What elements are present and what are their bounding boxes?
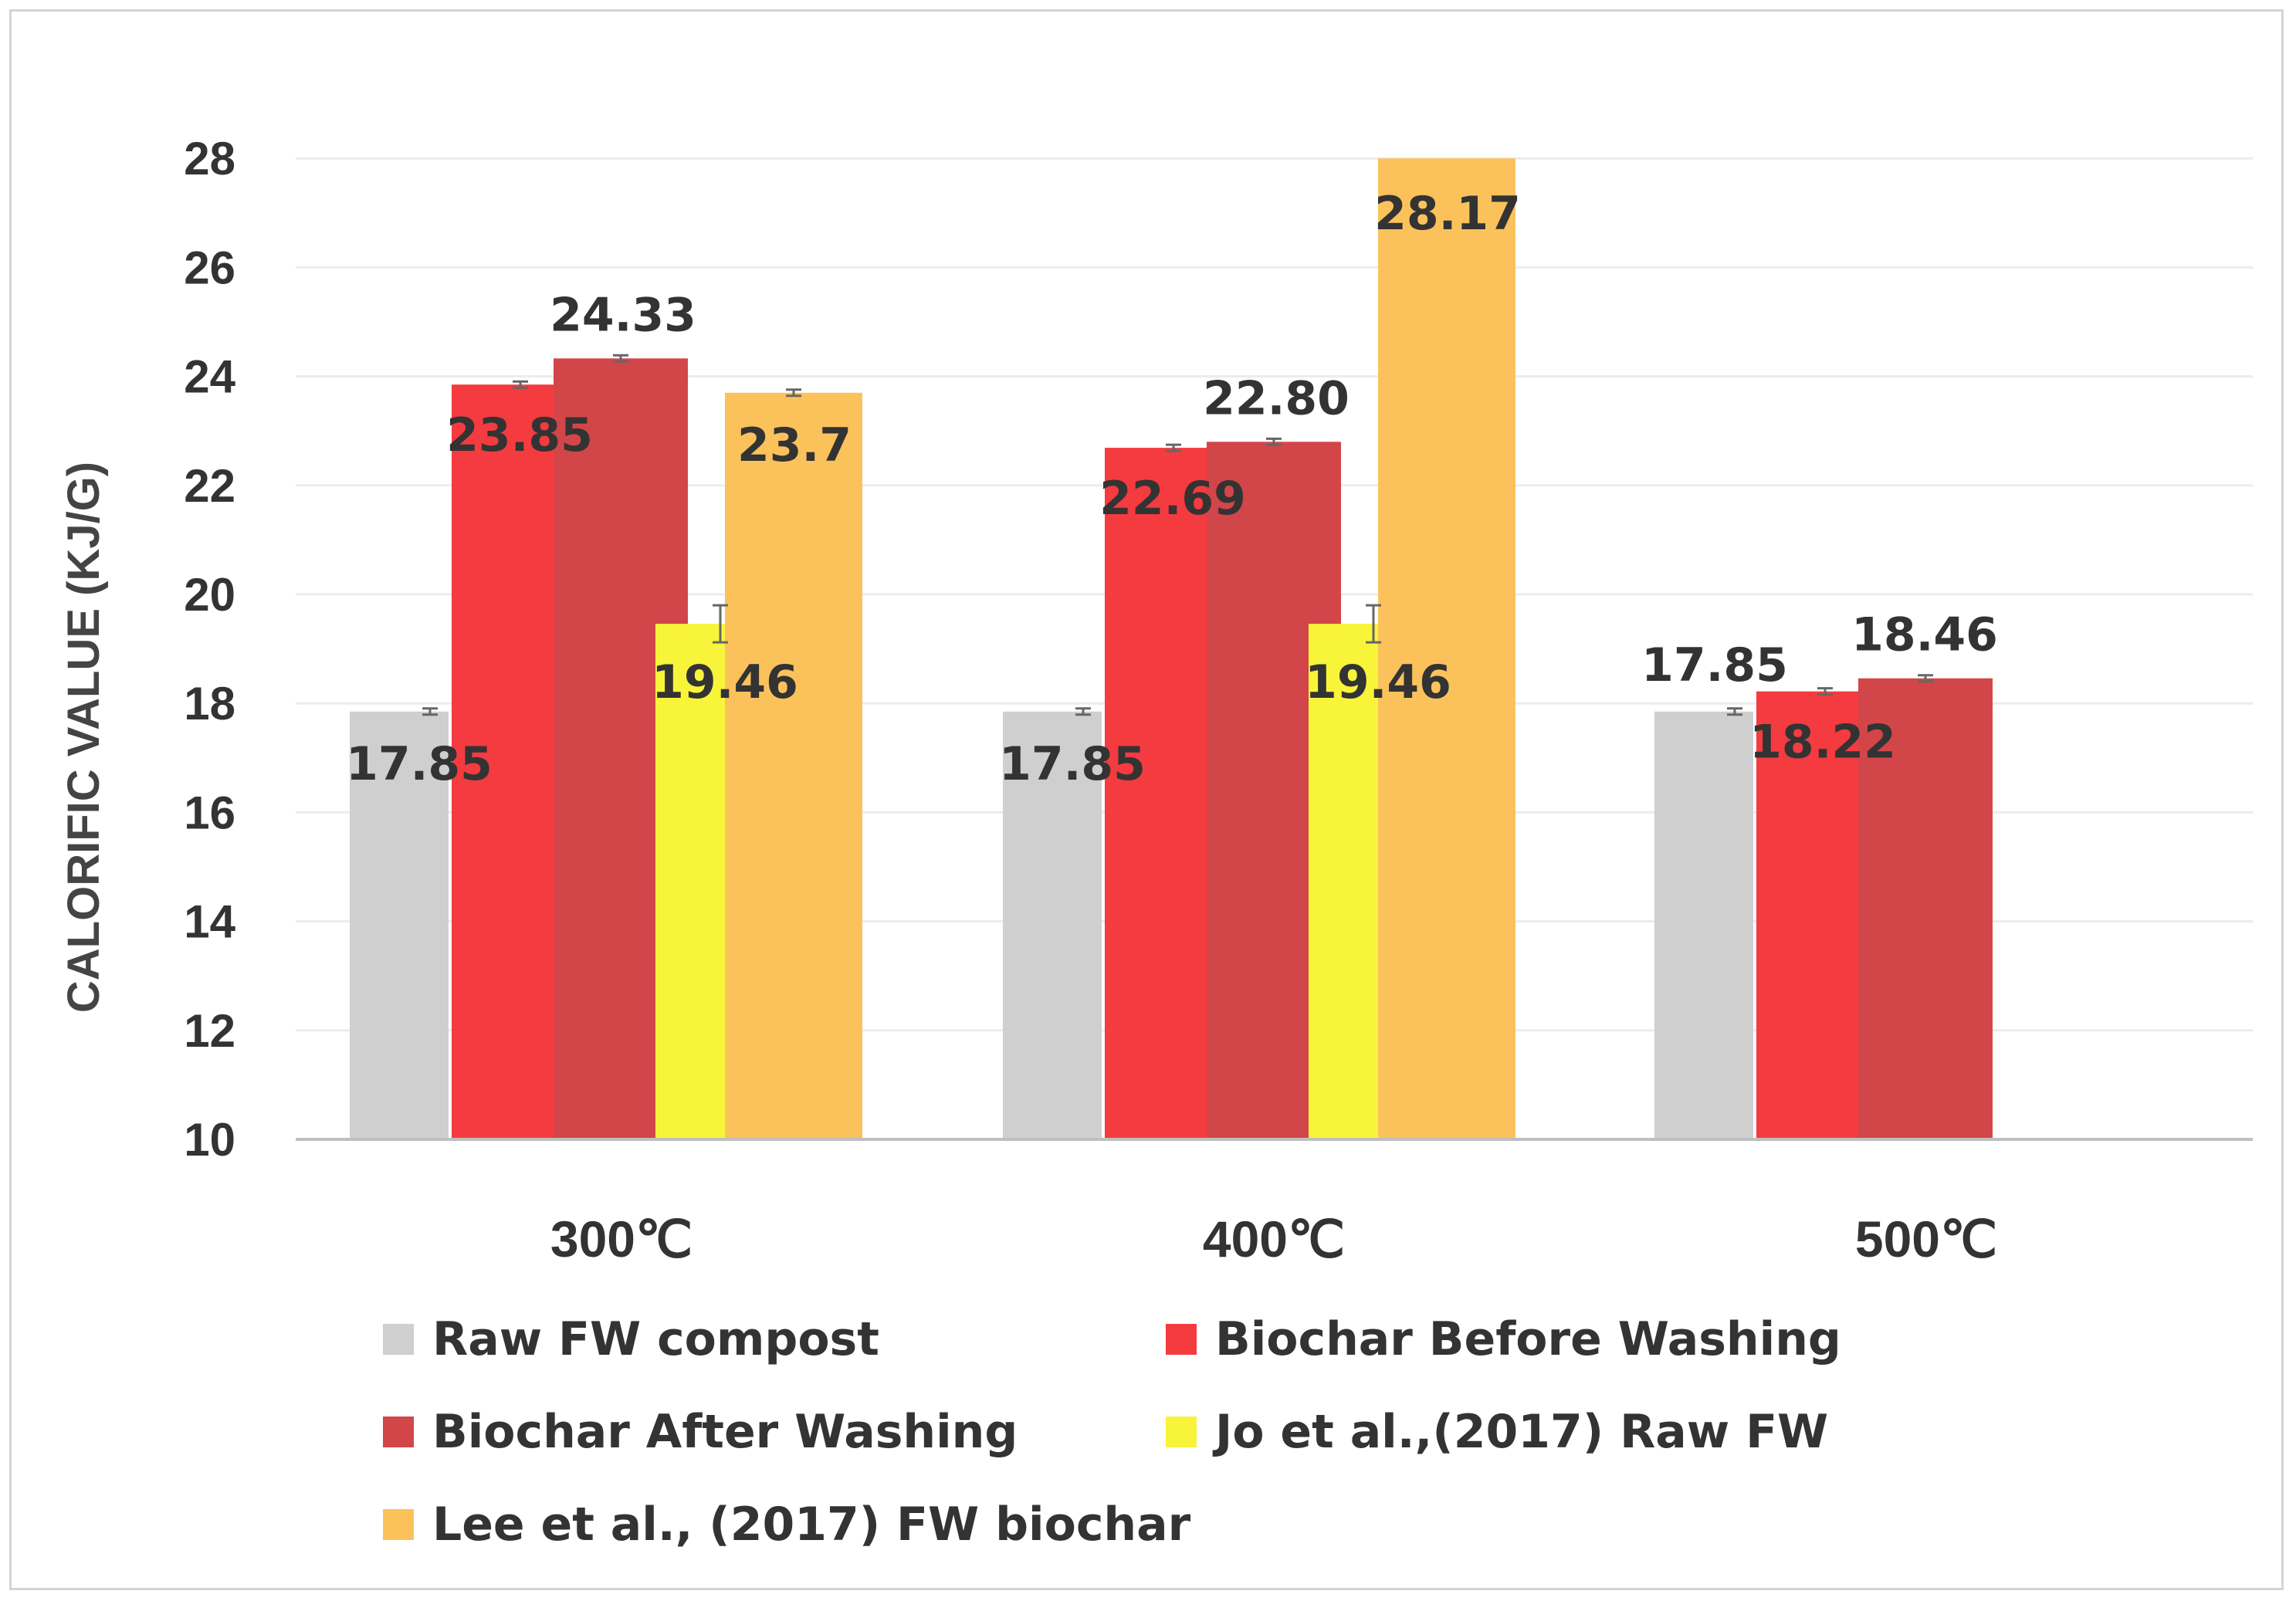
y-tick-label: 18	[184, 678, 235, 729]
data-label: 22.80	[1203, 371, 1349, 425]
bar-0-0	[350, 711, 449, 1139]
legend-swatch	[1166, 1417, 1197, 1447]
legend-swatch	[1166, 1324, 1197, 1355]
y-tick-label: 20	[184, 569, 235, 621]
bars	[350, 158, 1993, 1140]
bar-4-0	[725, 392, 862, 1139]
data-label: 23.7	[737, 418, 852, 472]
x-category-label: 400℃	[1203, 1210, 1345, 1268]
legend-label: Lee et al., (2017) FW biochar	[432, 1498, 1191, 1552]
legend-swatch	[383, 1417, 414, 1447]
legend-item: Raw FW compost	[383, 1312, 879, 1366]
data-label: 23.85	[446, 408, 593, 462]
bar-2-2	[1858, 678, 1993, 1139]
y-tick-label: 14	[184, 896, 235, 948]
x-category-label: 300℃	[550, 1210, 693, 1268]
bar-4-1	[1378, 158, 1515, 1140]
y-tick-label: 12	[184, 1005, 235, 1057]
data-label: 19.46	[1305, 655, 1451, 709]
legend-label: Biochar After Washing	[432, 1405, 1018, 1459]
legend-swatch	[383, 1509, 414, 1540]
x-category-label: 500℃	[1855, 1210, 1997, 1268]
bar-0-2	[1654, 711, 1753, 1139]
x-axis-categories: 300℃ 400℃ 500℃	[550, 1210, 1997, 1268]
data-label: 17.85	[346, 737, 493, 791]
error-bars	[422, 354, 1933, 716]
y-tick-label: 16	[184, 787, 235, 838]
legend-label: Jo et al.,(2017) Raw FW	[1215, 1405, 1829, 1459]
y-tick-label: 10	[184, 1114, 235, 1166]
data-label: 24.33	[550, 288, 696, 342]
legend-swatch	[383, 1324, 414, 1355]
legend-item: Lee et al., (2017) FW biochar	[383, 1498, 1190, 1552]
legend-label: Biochar Before Washing	[1215, 1312, 1841, 1366]
y-axis-ticks: 10 12 14 16 18 20 22 24 26 28	[184, 133, 235, 1166]
data-label: 19.46	[652, 655, 798, 709]
data-labels: 17.85 23.85 24.33 19.46 23.7 17.85 22.69 22.80 1…	[346, 187, 1998, 791]
y-tick-label: 22	[184, 460, 235, 512]
legend-label: Raw FW compost	[432, 1312, 879, 1366]
y-tick-label: 26	[184, 242, 235, 293]
legend: Raw FW compost Biochar Before Washing Bioc…	[383, 1312, 2004, 1590]
legend-item: Jo et al.,(2017) Raw FW	[1166, 1405, 1828, 1459]
bar-0-1	[1003, 711, 1102, 1139]
legend-item: Biochar After Washing	[383, 1405, 1018, 1459]
y-axis-title: CALORIFIC VALUE (KJ/G)	[59, 462, 109, 1013]
data-label: 17.85	[1641, 638, 1788, 692]
data-label: 28.17	[1374, 187, 1521, 241]
legend-item: Biochar Before Washing	[1166, 1312, 1841, 1366]
y-tick-label: 24	[184, 351, 235, 403]
data-label: 18.46	[1851, 608, 1998, 662]
data-label: 18.22	[1749, 716, 1896, 770]
data-label: 17.85	[999, 737, 1146, 791]
data-label: 22.69	[1099, 472, 1246, 526]
y-tick-label: 28	[184, 133, 235, 184]
